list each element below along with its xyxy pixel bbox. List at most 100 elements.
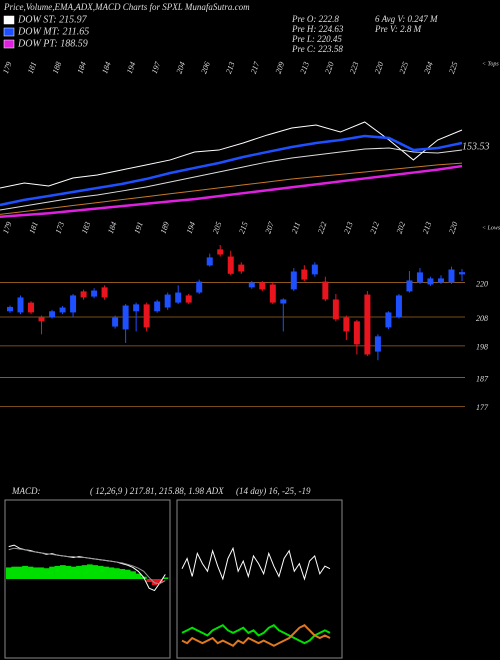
candle-body: [185, 295, 192, 303]
stat: Pre H: 224.63: [291, 24, 344, 34]
adx-line: [181, 546, 331, 581]
candle-body: [112, 317, 119, 327]
low-label: 179: [1, 221, 14, 235]
candle-body: [364, 294, 371, 355]
histogram-bar: [60, 565, 66, 579]
top-label: 206: [199, 61, 212, 75]
low-label: 215: [237, 221, 250, 235]
adx-line: [181, 623, 331, 647]
candle-body: [59, 307, 66, 313]
top-label: 204: [175, 61, 188, 75]
legend-swatch: [3, 39, 15, 49]
legend-swatch: [3, 27, 15, 37]
top-label: 184: [100, 61, 113, 75]
candle-body: [154, 301, 161, 312]
histogram-bar: [70, 566, 77, 579]
stat: Pre L: 220.45: [291, 34, 342, 44]
stat: Pre V: 2.8 M: [374, 24, 422, 34]
series-line: [0, 121, 463, 189]
candle-body: [238, 264, 245, 272]
low-label: 202: [395, 221, 408, 235]
candle-body: [290, 271, 297, 290]
histogram-bar: [76, 565, 82, 579]
legend-label: DOW ST: 215.97: [17, 14, 88, 25]
low-label: 194: [185, 221, 198, 235]
low-label: 222: [316, 221, 329, 235]
y-tick-label: 208: [476, 314, 488, 323]
candle-body: [416, 272, 423, 283]
candle-body: [353, 321, 360, 345]
candle-body: [17, 297, 24, 313]
page-title: Price,Volume,EMA,ADX,MACD Charts for SPX…: [3, 2, 250, 12]
lows-label: < Lows: [482, 225, 500, 231]
top-label: 197: [150, 60, 163, 75]
top-label: 204: [422, 61, 435, 75]
candle-body: [459, 272, 465, 275]
top-label: 213: [224, 61, 237, 75]
candle-body: [217, 249, 224, 255]
top-label: 188: [51, 61, 64, 75]
candle-body: [259, 282, 266, 290]
histogram-bar: [87, 564, 93, 579]
candle-body: [49, 311, 56, 318]
candle-body: [301, 269, 308, 280]
legend-label: DOW PT: 188.59: [17, 38, 88, 49]
candle-body: [164, 294, 171, 308]
y-tick-label: 220: [476, 279, 488, 288]
histogram-bar: [157, 579, 163, 583]
histogram-bar: [38, 567, 45, 579]
candle-body: [122, 305, 129, 330]
adx-line: [181, 623, 331, 645]
candle-body: [374, 336, 381, 352]
histogram-bar: [54, 565, 61, 579]
low-label: 220: [447, 221, 460, 235]
candle-body: [70, 295, 77, 313]
macd-line: [8, 547, 166, 585]
low-label: 191: [132, 221, 145, 235]
candle-body: [143, 304, 150, 328]
top-label: 181: [26, 61, 39, 75]
histogram-bar: [65, 565, 72, 579]
histogram-bar: [130, 571, 136, 579]
candle-body: [101, 287, 108, 298]
legend-swatch: [3, 15, 15, 25]
histogram-bar: [43, 568, 50, 579]
histogram-bar: [11, 566, 18, 579]
histogram-bar: [114, 568, 120, 579]
series-line: [0, 162, 463, 215]
adx-label: (14 day) 16, -25, -19: [236, 486, 311, 496]
histogram-bar: [81, 565, 88, 579]
histogram-bar: [92, 565, 99, 579]
y-tick-label: 198: [476, 343, 488, 352]
top-label: 217: [249, 60, 262, 75]
y-tick-label: 177: [476, 403, 489, 412]
low-label: 183: [80, 221, 93, 235]
candle-body: [175, 292, 182, 303]
candle-body: [38, 317, 45, 322]
candle-body: [448, 269, 455, 283]
panel-frame: [176, 499, 343, 659]
low-label: 213: [421, 221, 434, 235]
low-label: 212: [368, 221, 381, 235]
top-label: 220: [323, 61, 336, 75]
candle-body: [332, 299, 339, 320]
top-label: 184: [75, 61, 88, 75]
histogram-bar: [6, 567, 12, 579]
histogram-bar: [33, 567, 39, 579]
histogram-bar: [151, 579, 158, 586]
low-label: 181: [27, 221, 40, 235]
candle-body: [437, 278, 444, 283]
candle-body: [227, 256, 234, 274]
low-label: 213: [342, 221, 355, 235]
top-label: 194: [125, 61, 138, 75]
histogram-bar: [22, 565, 28, 579]
candle-body: [322, 281, 329, 300]
top-label: 209: [274, 61, 287, 75]
histogram-bar: [135, 573, 142, 579]
histogram-bar: [119, 568, 126, 579]
legend-label: DOW MT: 211.65: [17, 26, 89, 37]
top-label: 225: [398, 61, 411, 75]
histogram-bar: [124, 569, 131, 579]
candle-body: [395, 295, 402, 318]
